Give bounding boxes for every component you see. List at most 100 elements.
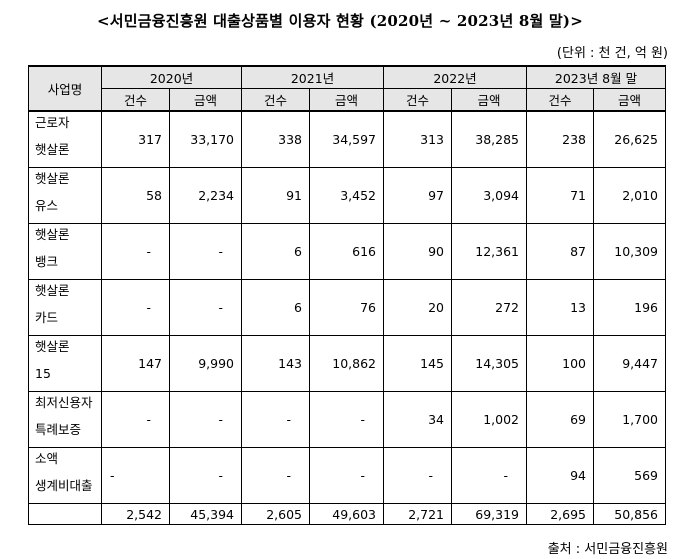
table-cell: 1,002 [451,391,527,448]
table-cell: 272 [451,279,527,336]
table-row: 소액 생계비대출 - - - - - - 94 569 [28,447,666,504]
table-cell: 616 [309,223,384,280]
header-count: 건수 [526,88,594,112]
row-name-line1: 소액 [35,451,59,466]
table-cell: 2,010 [593,167,666,224]
table-cell: 90 [383,223,452,280]
header-amount: 금액 [309,88,384,112]
table-cell: - [101,279,170,336]
total-cell: 45,394 [169,503,242,525]
row-name-line2: 햇살론 [35,142,70,157]
table-cell: 10,862 [309,335,384,392]
row-name-line2: 생계비대출 [35,478,93,493]
total-cell: 69,319 [451,503,527,525]
table-cell: 69 [526,391,594,448]
row-name-line1: 햇살론 [35,171,70,186]
table-cell: - [169,447,242,504]
total-row: 2,542 45,394 2,605 49,603 2,721 69,319 2… [28,503,666,525]
table-cell: 196 [593,279,666,336]
table-cell: 38,285 [451,110,527,168]
table-cell: 317 [101,110,170,168]
table-cell: 143 [241,335,310,392]
table-cell: 12,361 [451,223,527,280]
row-name-line2: 카드 [35,310,59,325]
table-cell: 34,597 [309,110,384,168]
row-name-line1: 근로자 [35,115,70,130]
row-name-line2: 15 [35,366,51,381]
source-note: 출처 : 서민금융진흥원 [547,542,668,557]
table-row: 햇살론 15 147 9,990 143 10,862 145 14,305 1… [28,335,666,392]
row-name-cell: 햇살론 카드 [28,279,102,336]
header-year-2020: 2020년 [101,65,242,89]
header-amount: 금액 [593,88,666,112]
table-cell: - [309,391,384,448]
table-cell: - [241,447,310,504]
table-row: 최저신용자 특례보증 - - - - 34 1,002 69 1,700 [28,391,666,448]
table-cell: 6 [241,279,310,336]
row-name-cell: 최저신용자 특례보증 [28,391,102,448]
table-cell: - [241,391,310,448]
table-cell: 338 [241,110,310,168]
row-name-cell: 소액 생계비대출 [28,447,102,504]
table-cell: 26,625 [593,110,666,168]
row-name-cell: 근로자 햇살론 [28,110,102,168]
header-year-2023: 2023년 8월 말 [526,65,666,89]
table-cell: 9,447 [593,335,666,392]
table-cell: 3,094 [451,167,527,224]
total-cell: 2,542 [101,503,170,525]
row-name-line1: 최저신용자 [35,395,93,410]
total-cell: 2,721 [383,503,452,525]
table-row: 햇살론 뱅크 - - 6 616 90 12,361 87 10,309 [28,223,666,280]
table-cell: 97 [383,167,452,224]
table-cell: 100 [526,335,594,392]
header-amount: 금액 [451,88,527,112]
row-name-line1: 햇살론 [35,227,70,242]
table-cell: 14,305 [451,335,527,392]
row-name-cell: 햇살론 유스 [28,167,102,224]
header-business: 사업명 [28,65,102,112]
table-row: 근로자 햇살론 317 33,170 338 34,597 313 38,285… [28,110,666,168]
total-cell: 49,603 [309,503,384,525]
table-cell: 71 [526,167,594,224]
table-cell: - [169,223,242,280]
table-cell: 1,700 [593,391,666,448]
table-cell: 147 [101,335,170,392]
table-cell: - [101,447,170,504]
total-label-cell [28,503,102,525]
total-cell: 2,695 [526,503,594,525]
table-cell: - [169,279,242,336]
table-cell: - [101,391,170,448]
table-cell: 76 [309,279,384,336]
header-count: 건수 [241,88,310,112]
total-cell: 2,605 [241,503,310,525]
row-name-line2: 뱅크 [35,254,59,269]
table-cell: 313 [383,110,452,168]
table-cell: 20 [383,279,452,336]
header-count: 건수 [383,88,452,112]
table-cell: 58 [101,167,170,224]
row-name-line1: 햇살론 [35,339,70,354]
table-cell: 10,309 [593,223,666,280]
table-cell: 33,170 [169,110,242,168]
total-cell: 50,856 [593,503,666,525]
table-cell: - [451,447,527,504]
row-name-line2: 유스 [35,198,59,213]
table-cell: - [101,223,170,280]
header-count: 건수 [101,88,170,112]
row-name-line2: 특례보증 [35,422,82,437]
header-amount: 금액 [169,88,242,112]
table-cell: 94 [526,447,594,504]
table-cell: 569 [593,447,666,504]
table-cell: - [383,447,452,504]
table-row: 햇살론 카드 - - 6 76 20 272 13 196 [28,279,666,336]
row-name-cell: 햇살론 뱅크 [28,223,102,280]
table-cell: 13 [526,279,594,336]
table-cell: 238 [526,110,594,168]
loan-product-table: 사업명 2020년 2021년 2022년 2023년 8월 말 건수 금액 건… [28,65,666,525]
header-year-2021: 2021년 [241,65,384,89]
table-cell: 9,990 [169,335,242,392]
table-row: 햇살론 유스 58 2,234 91 3,452 97 3,094 71 2,0… [28,167,666,224]
header-year-2022: 2022년 [383,65,527,89]
table-cell: 91 [241,167,310,224]
table-cell: - [309,447,384,504]
